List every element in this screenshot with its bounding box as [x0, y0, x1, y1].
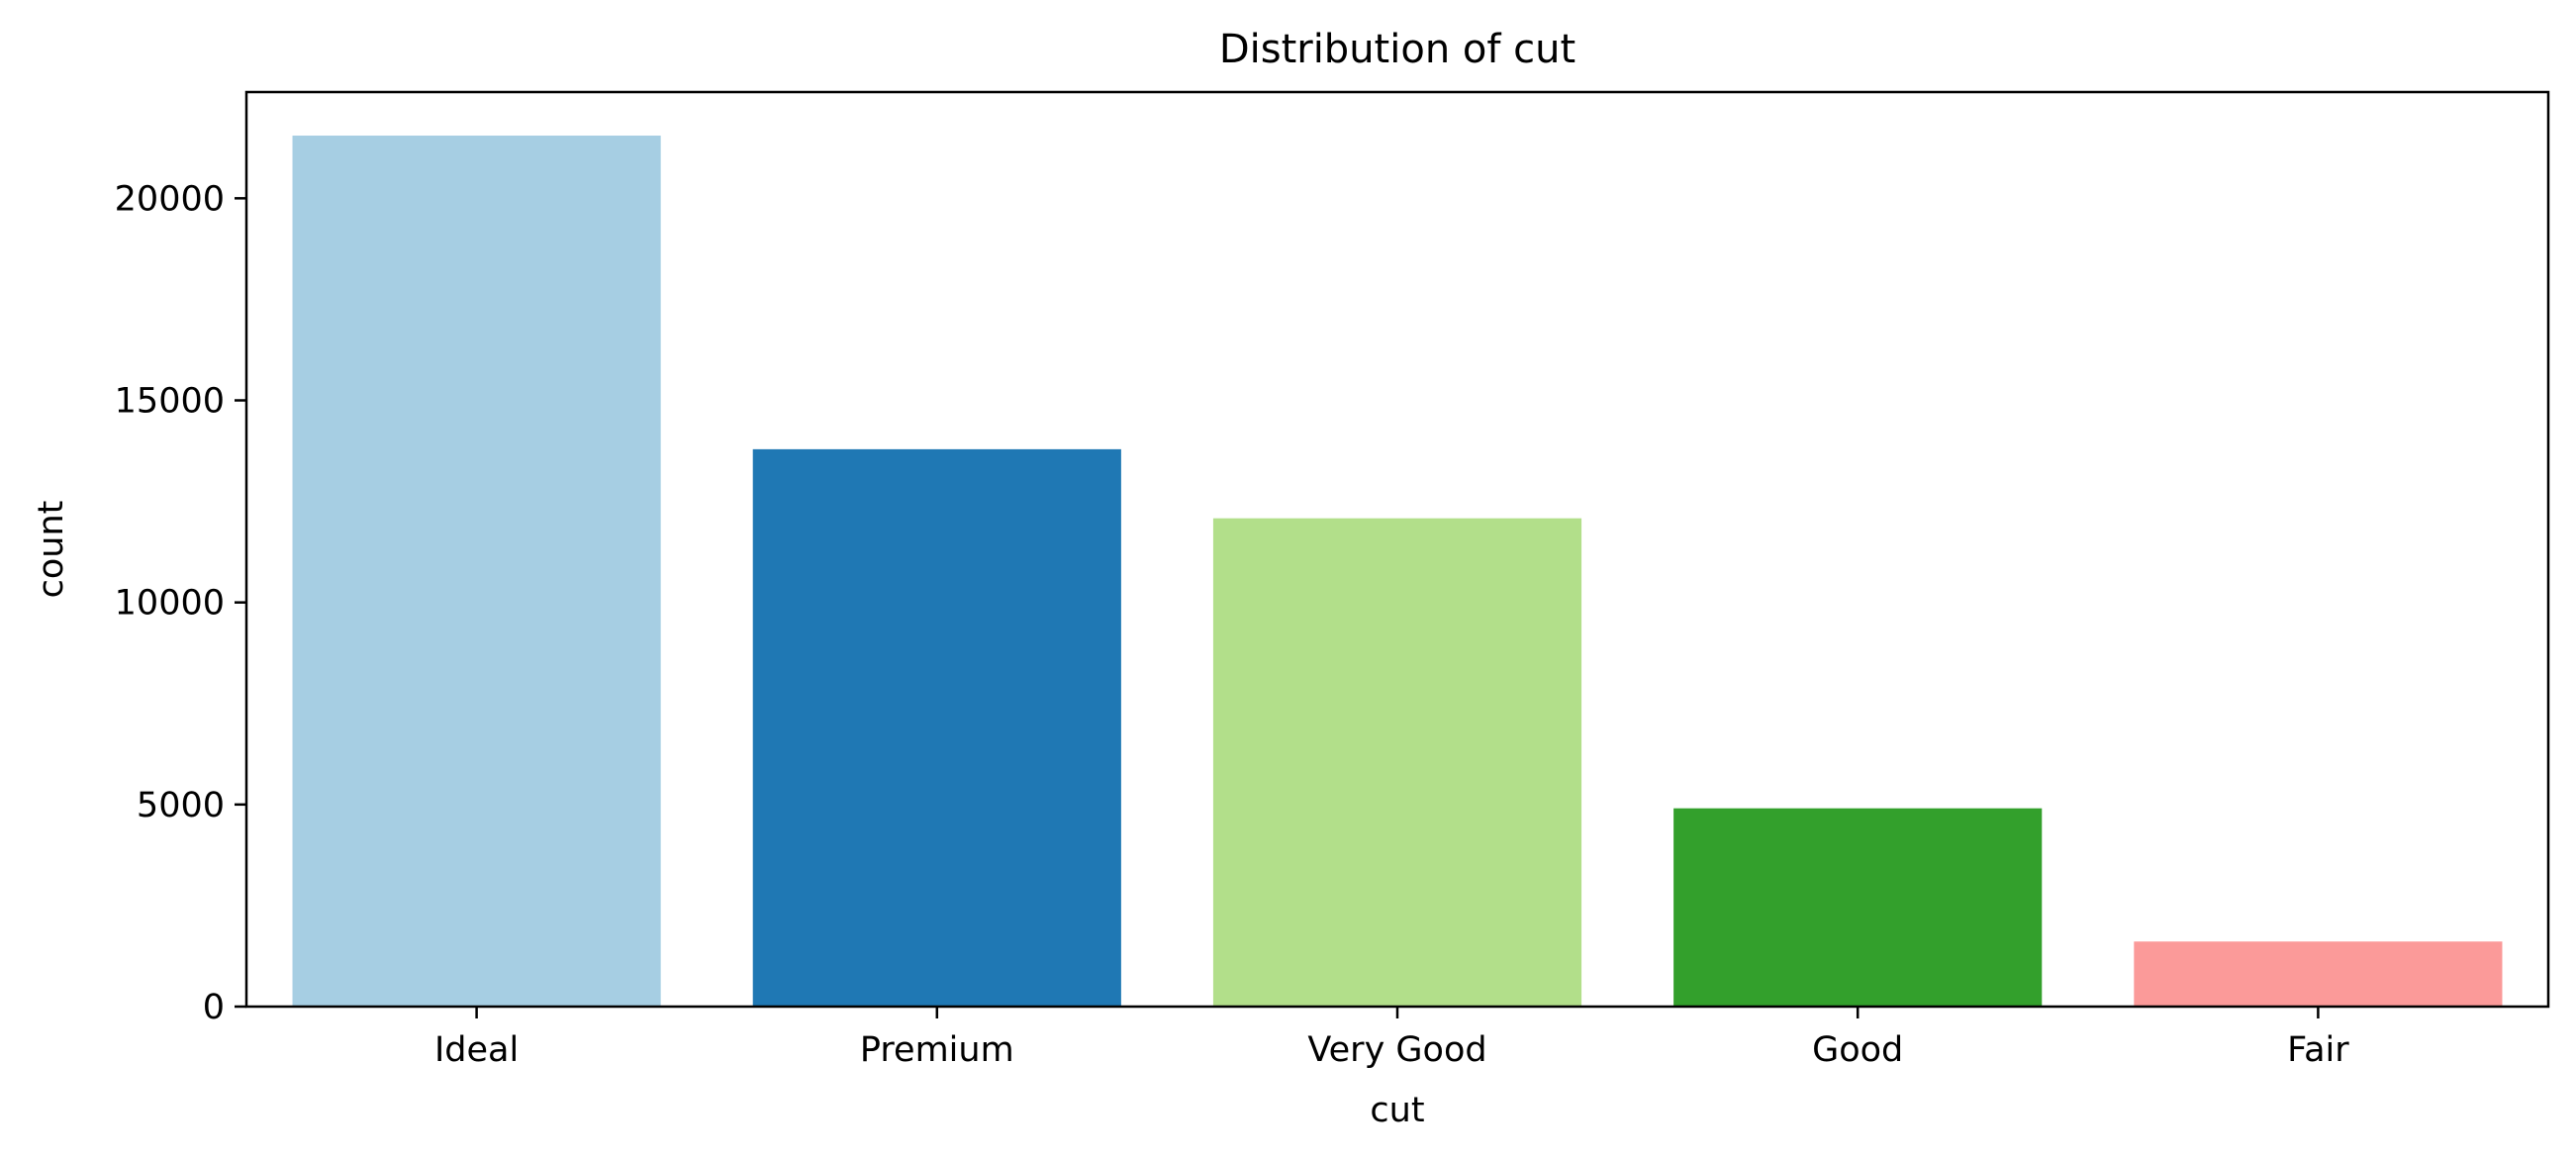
- bars-group: [292, 136, 2503, 1007]
- bar-very-good: [1212, 518, 1582, 1007]
- bar-ideal: [292, 136, 661, 1007]
- y-axis-ticks: 0 5000 10000 15000 20000: [115, 179, 246, 1027]
- x-axis-ticks: Ideal Premium Very Good Good Fair: [434, 1007, 2349, 1070]
- x-tick-label: Premium: [860, 1030, 1014, 1070]
- x-tick-label: Ideal: [434, 1030, 519, 1070]
- bar-premium: [752, 448, 1121, 1007]
- y-tick-label: 10000: [115, 584, 225, 624]
- x-tick-label: Very Good: [1307, 1030, 1486, 1070]
- y-tick-label: 5000: [137, 786, 225, 825]
- x-tick-label: Good: [1812, 1030, 1903, 1070]
- chart-title: Distribution of cut: [1219, 27, 1575, 72]
- bar-fair: [2134, 941, 2503, 1007]
- y-tick-label: 15000: [115, 382, 225, 422]
- bar-good: [1673, 808, 2043, 1007]
- x-tick-label: Fair: [2287, 1030, 2349, 1070]
- y-tick-label: 20000: [115, 179, 225, 219]
- x-axis-label: cut: [1370, 1091, 1424, 1130]
- y-axis-label: count: [32, 501, 71, 599]
- y-tick-label: 0: [203, 988, 225, 1027]
